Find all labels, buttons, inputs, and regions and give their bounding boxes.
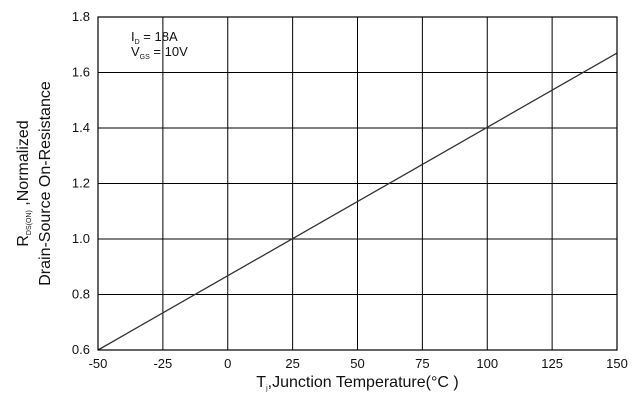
- grid: [98, 17, 617, 350]
- y-tick-label: 1.4: [72, 120, 90, 135]
- y-tick-label: 0.6: [72, 342, 90, 357]
- y-tick-label: 1.8: [72, 9, 90, 24]
- x-tick-labels: -50 -25 0 25 50 75 100 125 150: [89, 356, 628, 371]
- y-axis-label-line2: Drain-Source On-Resistance: [37, 81, 54, 286]
- x-axis-label: Tj,Junction Temperature(°C ): [256, 374, 458, 392]
- x-tick-label: 100: [476, 356, 498, 371]
- y-axis-label: RDS(ON) ,Normalized Drain-Source On-Resi…: [15, 81, 54, 286]
- x-tick-label: 75: [415, 356, 429, 371]
- x-tick-label: 125: [541, 356, 563, 371]
- y-tick-label: 1.0: [72, 231, 90, 246]
- x-tick-label: 50: [350, 356, 364, 371]
- x-tick-label: 150: [606, 356, 628, 371]
- x-tick-label: -25: [153, 356, 172, 371]
- y-tick-labels: 0.6 0.8 1.0 1.2 1.4 1.6 1.8: [72, 9, 90, 357]
- x-tick-label: -50: [89, 356, 108, 371]
- x-tick-label: 0: [224, 356, 231, 371]
- y-tick-label: 1.6: [72, 65, 90, 80]
- annotation-text: VGS = 10V: [131, 44, 188, 61]
- y-tick-label: 0.8: [72, 287, 90, 302]
- y-axis-label-line1: RDS(ON) ,Normalized: [15, 120, 33, 246]
- x-tick-label: 25: [285, 356, 299, 371]
- y-tick-label: 1.2: [72, 176, 90, 191]
